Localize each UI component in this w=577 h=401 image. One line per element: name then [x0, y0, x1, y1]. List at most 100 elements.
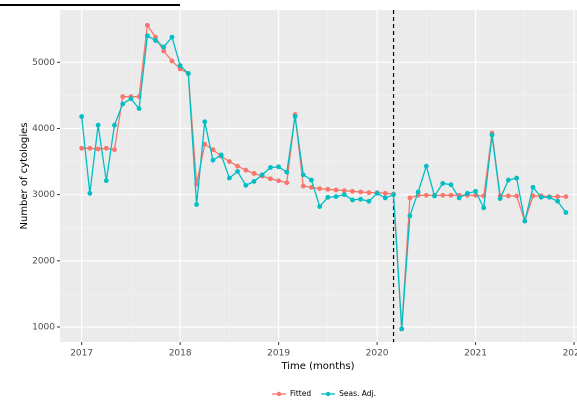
y-tick-label: 2000 [32, 256, 55, 266]
point [235, 163, 240, 169]
point [268, 165, 273, 170]
point [226, 159, 232, 164]
point [358, 196, 364, 202]
point [382, 190, 388, 196]
x-tick-label: 2018 [169, 349, 192, 359]
y-tick-label: 1000 [32, 322, 55, 332]
point [309, 184, 314, 190]
point [161, 44, 167, 50]
x-tick-label: 2022 [563, 349, 577, 359]
point [440, 180, 446, 186]
point [432, 193, 437, 199]
legend-key-point [325, 391, 331, 397]
point [153, 34, 158, 40]
point [79, 145, 85, 151]
point [177, 63, 183, 68]
point [391, 192, 396, 198]
point [243, 182, 249, 188]
point [440, 192, 446, 198]
point [333, 187, 339, 193]
point [87, 190, 93, 196]
y-tick-label: 4000 [32, 124, 55, 134]
y-axis-title: Number of cytologies [19, 122, 30, 229]
point [259, 172, 265, 178]
x-tick-label: 2021 [464, 349, 487, 359]
point [202, 119, 208, 125]
point [563, 210, 569, 215]
point [555, 198, 561, 204]
y-tick-label: 3000 [32, 190, 55, 200]
point [423, 163, 429, 169]
point [514, 193, 520, 199]
point [161, 48, 167, 54]
point [112, 122, 117, 128]
point [538, 194, 544, 200]
point [210, 157, 216, 163]
point [87, 145, 93, 151]
legend-key-point [276, 391, 282, 397]
point [292, 114, 298, 119]
point [243, 167, 249, 173]
x-tick-label: 2020 [366, 349, 389, 359]
legend-label: Seas. Adj. [339, 389, 376, 398]
point [464, 190, 470, 196]
point [177, 66, 183, 72]
point [448, 192, 454, 198]
point [268, 176, 273, 182]
point [448, 182, 454, 188]
point [95, 122, 101, 128]
point [169, 34, 175, 40]
point [144, 22, 150, 28]
point [514, 175, 520, 181]
point [251, 178, 257, 184]
point [136, 106, 142, 112]
point [563, 194, 569, 200]
point [350, 188, 355, 194]
point [226, 175, 232, 181]
point [505, 193, 511, 199]
point [202, 141, 208, 147]
point [547, 194, 552, 200]
point [366, 190, 372, 196]
point [473, 188, 478, 194]
point [555, 194, 561, 200]
point [341, 188, 347, 194]
point [407, 195, 413, 201]
point [530, 184, 536, 190]
point [300, 183, 306, 189]
point [169, 58, 175, 64]
point [284, 180, 290, 186]
point [276, 164, 282, 170]
point [366, 198, 372, 204]
point [350, 197, 355, 203]
point [284, 169, 290, 175]
plot-panel [60, 10, 577, 342]
legend-label: Fitted [290, 389, 311, 398]
point [325, 194, 331, 200]
point [128, 96, 134, 102]
point [399, 326, 405, 332]
point [415, 189, 421, 195]
point [374, 190, 380, 196]
point [505, 177, 511, 183]
point [341, 192, 347, 198]
point [317, 204, 323, 209]
legend-item: Fitted [272, 389, 311, 398]
point [185, 71, 191, 76]
x-tick-label: 2019 [267, 349, 290, 359]
point [120, 94, 126, 100]
point [103, 178, 109, 184]
point [210, 147, 216, 153]
point [522, 218, 528, 224]
x-tick-label: 2017 [70, 349, 93, 359]
point [423, 192, 429, 198]
y-tick-label: 5000 [32, 58, 55, 68]
point [120, 101, 126, 107]
point [382, 195, 388, 201]
point [481, 205, 487, 211]
point [79, 114, 85, 119]
point [407, 213, 413, 219]
point [218, 152, 224, 158]
point [153, 38, 158, 43]
